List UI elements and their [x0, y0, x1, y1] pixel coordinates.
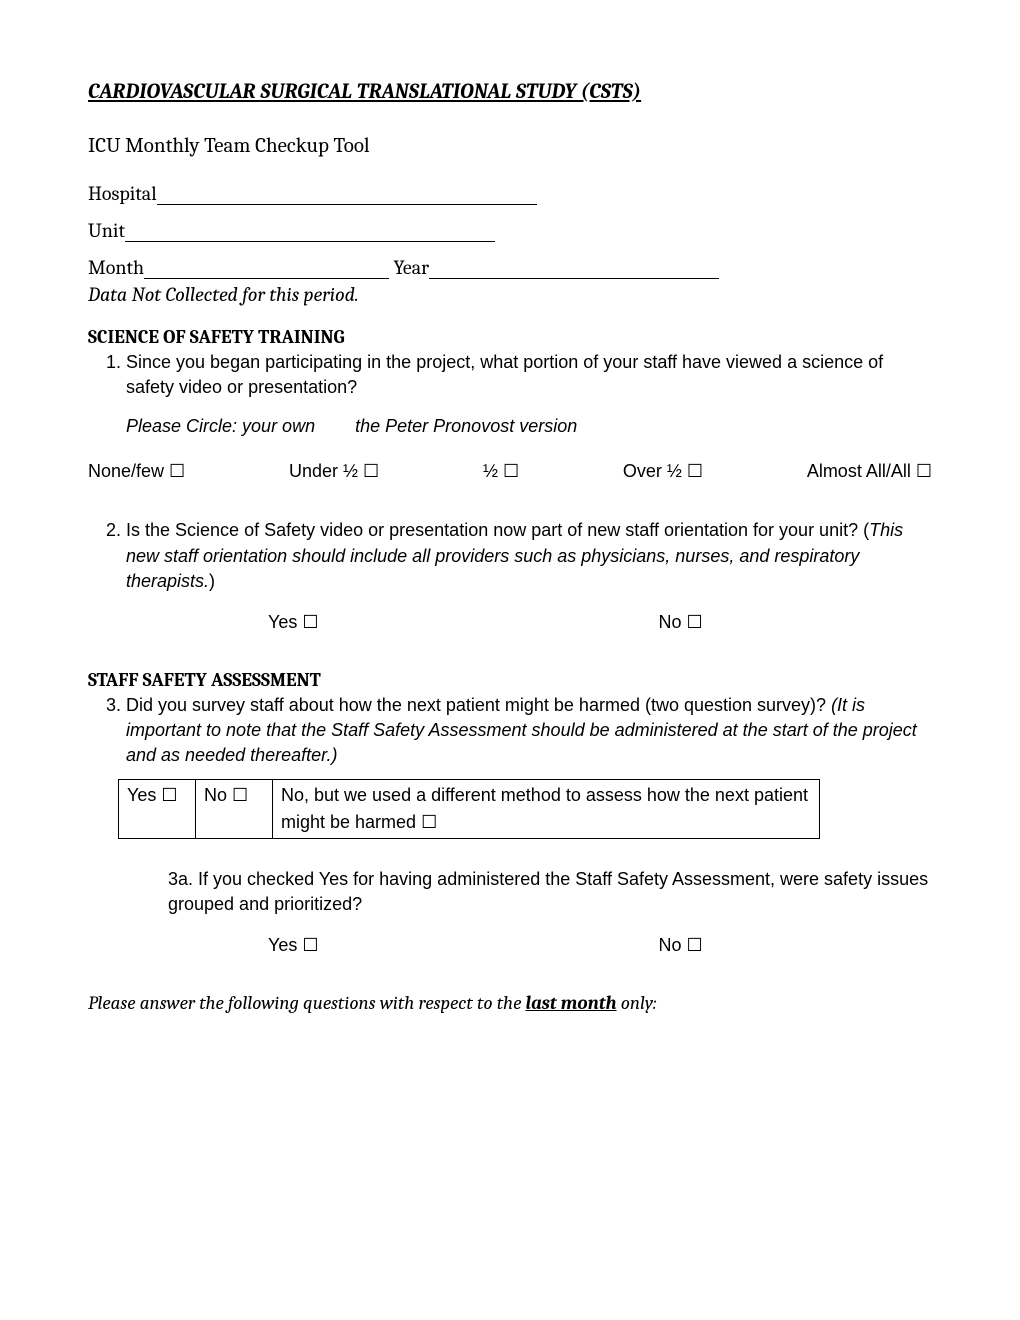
q3a-yes-no: Yes ☐ No ☐: [88, 935, 932, 956]
footer-instruction: Please answer the following questions wi…: [88, 992, 932, 1014]
unit-blank[interactable]: [125, 241, 495, 242]
circle-row: Please Circle: your own the Peter Pronov…: [126, 416, 932, 437]
q1-options: None/few ☐ Under ½ ☐ ½ ☐ Over ½ ☐ Almost…: [88, 461, 932, 482]
q2-no[interactable]: No ☐: [659, 612, 703, 633]
circle-own[interactable]: Please Circle: your own: [126, 416, 315, 436]
page-container: CARDIOVASCULAR SURGICAL TRANSLATIONAL ST…: [0, 0, 1020, 1320]
option-over-half[interactable]: Over ½ ☐: [623, 461, 703, 482]
unit-label: Unit: [88, 219, 125, 242]
question-2: Is the Science of Safety video or presen…: [126, 518, 932, 594]
option-half[interactable]: ½ ☐: [483, 461, 519, 482]
q3-alt-cell[interactable]: No, but we used a different method to as…: [273, 779, 820, 838]
table-row: Yes ☐ No ☐ No, but we used a different m…: [119, 779, 820, 838]
year-blank[interactable]: [429, 278, 719, 279]
month-label: Month: [88, 256, 144, 279]
footer-suffix: only:: [617, 992, 657, 1014]
not-collected-note: Data Not Collected for this period.: [88, 283, 932, 306]
q3-yes-cell[interactable]: Yes ☐: [119, 779, 196, 838]
year-label: Year: [394, 256, 430, 279]
section-heading-safety-training: SCIENCE OF SAFETY TRAINING: [88, 326, 932, 348]
month-blank[interactable]: [144, 278, 389, 279]
q3-part-a: Did you survey staff about how the next …: [126, 695, 831, 715]
circle-pronovost[interactable]: the Peter Pronovost version: [355, 416, 577, 436]
option-under-half[interactable]: Under ½ ☐: [289, 461, 379, 482]
q2-part-a: Is the Science of Safety video or presen…: [126, 520, 869, 540]
hospital-label: Hospital: [88, 182, 157, 205]
hospital-blank[interactable]: [157, 204, 537, 205]
section-heading-staff-safety: STAFF SAFETY ASSESSMENT: [88, 669, 932, 691]
subtitle: ICU Monthly Team Checkup Tool: [88, 134, 932, 158]
q3-no-cell[interactable]: No ☐: [196, 779, 273, 838]
question-3a: 3a. If you checked Yes for having admini…: [168, 867, 932, 917]
page-title: CARDIOVASCULAR SURGICAL TRANSLATIONAL ST…: [88, 80, 932, 104]
footer-prefix: Please answer the following questions wi…: [88, 992, 526, 1014]
hospital-field: Hospital: [88, 182, 932, 205]
question-3: Did you survey staff about how the next …: [126, 693, 932, 769]
q3a-yes[interactable]: Yes ☐: [268, 935, 319, 956]
q2-yes-no: Yes ☐ No ☐: [88, 612, 932, 633]
month-year-field: Month Year: [88, 256, 932, 279]
q2-yes[interactable]: Yes ☐: [268, 612, 319, 633]
footer-emph: last month: [526, 992, 617, 1014]
question-1: Since you began participating in the pro…: [126, 350, 932, 400]
q3-table: Yes ☐ No ☐ No, but we used a different m…: [118, 779, 820, 839]
option-almost-all[interactable]: Almost All/All ☐: [807, 461, 932, 482]
q3a-no[interactable]: No ☐: [659, 935, 703, 956]
unit-field: Unit: [88, 219, 932, 242]
q2-part-c: ): [209, 571, 215, 591]
option-none[interactable]: None/few ☐: [88, 461, 185, 482]
